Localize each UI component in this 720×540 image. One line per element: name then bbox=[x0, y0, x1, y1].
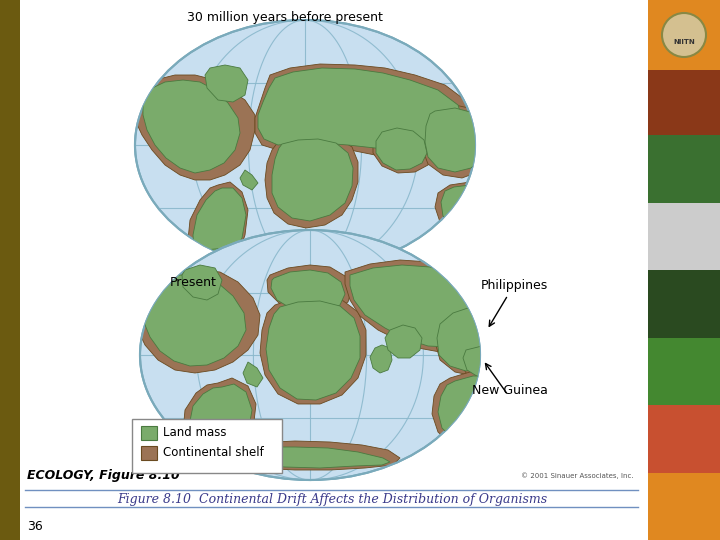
Bar bbox=[648, 338, 720, 405]
Polygon shape bbox=[143, 80, 240, 173]
Polygon shape bbox=[205, 65, 248, 102]
Bar bbox=[141, 446, 157, 460]
Polygon shape bbox=[200, 447, 390, 468]
Polygon shape bbox=[183, 378, 256, 470]
Polygon shape bbox=[271, 270, 345, 313]
Bar bbox=[648, 135, 720, 202]
Polygon shape bbox=[193, 188, 246, 267]
Circle shape bbox=[662, 13, 706, 57]
Bar bbox=[648, 270, 720, 338]
Polygon shape bbox=[425, 108, 488, 172]
Text: Land mass: Land mass bbox=[163, 427, 227, 440]
Polygon shape bbox=[189, 384, 252, 462]
Text: 36: 36 bbox=[27, 521, 42, 534]
Ellipse shape bbox=[135, 20, 475, 270]
Polygon shape bbox=[422, 105, 495, 178]
Text: © 2001 Sinauer Associates, Inc.: © 2001 Sinauer Associates, Inc. bbox=[521, 472, 634, 480]
Polygon shape bbox=[258, 68, 462, 150]
Polygon shape bbox=[437, 308, 499, 371]
Text: 30 million years before present: 30 million years before present bbox=[187, 11, 383, 24]
Polygon shape bbox=[192, 441, 400, 470]
Polygon shape bbox=[240, 170, 258, 190]
FancyBboxPatch shape bbox=[132, 419, 282, 473]
Text: Present: Present bbox=[170, 276, 217, 289]
Text: Figure 8.10  Continental Drift Affects the Distribution of Organisms: Figure 8.10 Continental Drift Affects th… bbox=[117, 494, 547, 507]
Polygon shape bbox=[373, 125, 432, 173]
Bar bbox=[648, 405, 720, 472]
Polygon shape bbox=[188, 182, 248, 272]
Polygon shape bbox=[266, 301, 360, 400]
Polygon shape bbox=[435, 182, 498, 235]
Bar bbox=[648, 0, 720, 70]
Polygon shape bbox=[182, 265, 222, 300]
Polygon shape bbox=[345, 260, 498, 352]
Polygon shape bbox=[460, 340, 518, 382]
Polygon shape bbox=[272, 139, 353, 221]
Polygon shape bbox=[260, 296, 366, 404]
Bar bbox=[141, 426, 157, 440]
Text: New Guinea: New Guinea bbox=[472, 383, 548, 396]
Polygon shape bbox=[441, 185, 493, 230]
Bar bbox=[0, 0, 20, 540]
Bar bbox=[648, 472, 720, 540]
Text: NIITN: NIITN bbox=[673, 39, 695, 45]
Bar bbox=[648, 202, 720, 270]
Bar bbox=[648, 0, 720, 68]
Polygon shape bbox=[133, 270, 260, 373]
Polygon shape bbox=[385, 325, 422, 358]
Bar bbox=[648, 68, 720, 135]
Ellipse shape bbox=[140, 230, 480, 480]
Polygon shape bbox=[255, 64, 470, 157]
Polygon shape bbox=[438, 376, 525, 447]
Polygon shape bbox=[133, 75, 255, 180]
Polygon shape bbox=[376, 128, 427, 170]
Polygon shape bbox=[243, 362, 263, 387]
Text: Continental shelf: Continental shelf bbox=[163, 447, 264, 460]
Polygon shape bbox=[267, 265, 352, 314]
Polygon shape bbox=[463, 344, 511, 378]
Text: ECOLOGY, Figure 8.10: ECOLOGY, Figure 8.10 bbox=[27, 469, 180, 483]
Polygon shape bbox=[193, 242, 395, 270]
Polygon shape bbox=[142, 275, 246, 366]
Polygon shape bbox=[432, 372, 530, 452]
Text: Philippines: Philippines bbox=[481, 279, 548, 292]
Polygon shape bbox=[350, 265, 490, 347]
Polygon shape bbox=[204, 246, 388, 267]
Polygon shape bbox=[265, 135, 358, 228]
Polygon shape bbox=[370, 345, 392, 373]
Polygon shape bbox=[435, 305, 506, 376]
